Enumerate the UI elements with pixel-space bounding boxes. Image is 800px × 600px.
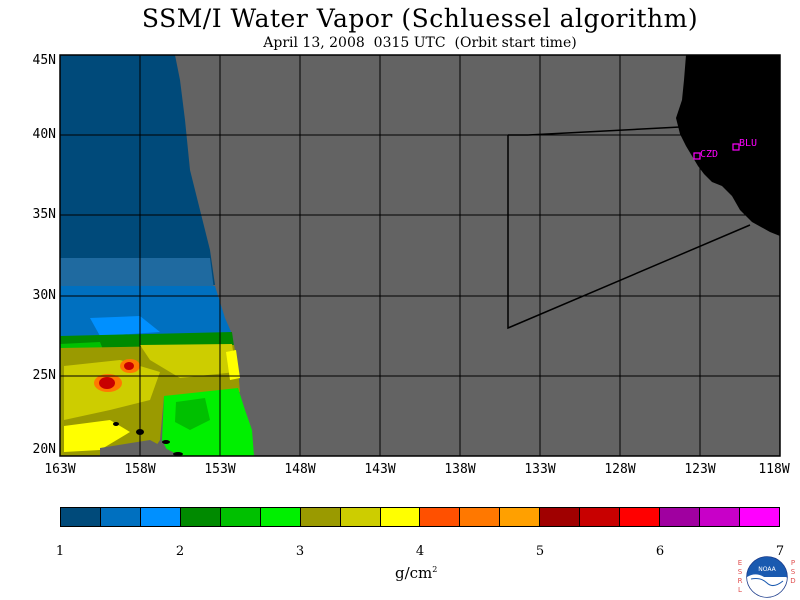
lon-label-128w: 128W xyxy=(604,462,636,477)
colorbar-swatch-13 xyxy=(580,508,621,526)
colorbar-swatch-0 xyxy=(61,508,101,526)
colorbar-swatch-7 xyxy=(340,508,381,526)
lon-label-143w: 143W xyxy=(364,462,396,477)
colorbar-swatch-12 xyxy=(540,508,581,526)
psd-letters: PSD xyxy=(790,559,798,586)
colorbar-tick-1: 1 xyxy=(55,544,65,559)
colorbar-tick-5: 5 xyxy=(535,544,545,559)
lon-label-138w: 138W xyxy=(444,462,476,477)
map-title: SSM/I Water Vapor (Schluessel algorithm) xyxy=(141,4,699,33)
station-blu-label: BLU xyxy=(739,138,757,149)
lat-label-35n: 35N xyxy=(32,207,56,222)
grid-lines xyxy=(60,55,780,456)
lat-label-25n: 25N xyxy=(32,368,56,383)
west-coast-land xyxy=(676,55,780,236)
lat-label-45n: 45N xyxy=(32,53,56,68)
esrl-letters: ESRL xyxy=(737,559,745,595)
lon-label-163w: 163W xyxy=(44,462,76,477)
colorbar-swatch-15 xyxy=(660,508,700,526)
esrl-text: ESRL xyxy=(737,559,743,594)
colorbar-swatch-8 xyxy=(380,508,421,526)
colorbar-swatch-10 xyxy=(460,508,501,526)
lat-label-40n: 40N xyxy=(32,127,56,142)
psd-text: PSD xyxy=(790,559,796,585)
colorbar-tick-4: 4 xyxy=(415,544,425,559)
station-czd: CZD xyxy=(693,149,718,160)
colorbar-swatch-17 xyxy=(739,508,779,526)
color-scale-bar xyxy=(60,507,780,527)
units-label: g/cm2 xyxy=(395,564,438,582)
colorbar-swatch-3 xyxy=(180,508,221,526)
lat-label-20n: 20N xyxy=(32,442,56,457)
colorbar-swatch-14 xyxy=(620,508,661,526)
svg-text:NOAA: NOAA xyxy=(758,566,776,573)
lat-label-30n: 30N xyxy=(32,288,56,303)
colorbar-swatch-6 xyxy=(300,508,341,526)
colorbar-swatch-4 xyxy=(220,508,261,526)
vapor-swath xyxy=(60,55,254,456)
colorbar-tick-3: 3 xyxy=(295,544,305,559)
station-czd-label: CZD xyxy=(700,149,718,160)
colorbar-swatch-11 xyxy=(500,508,541,526)
colorbar-swatch-5 xyxy=(260,508,301,526)
colorbar-swatch-9 xyxy=(420,508,461,526)
station-blu: BLU xyxy=(732,138,757,151)
lon-label-148w: 148W xyxy=(284,462,316,477)
colorbar-tick-7: 7 xyxy=(775,544,785,559)
noaa-logo: NOAA xyxy=(746,556,788,598)
domain-outline xyxy=(527,126,681,136)
lon-label-158w: 158W xyxy=(124,462,156,477)
colorbar-tick-6: 6 xyxy=(655,544,665,559)
colorbar-tick-2: 2 xyxy=(175,544,185,559)
colorbar-swatch-2 xyxy=(140,508,181,526)
colorbar-swatch-1 xyxy=(100,508,141,526)
map-subtitle: April 13, 2008 0315 UTC (Orbit start tim… xyxy=(263,35,577,51)
lon-label-153w: 153W xyxy=(204,462,236,477)
lon-label-133w: 133W xyxy=(524,462,556,477)
lon-label-118w: 118W xyxy=(758,462,790,477)
lon-label-123w: 123W xyxy=(684,462,716,477)
colorbar-swatch-16 xyxy=(700,508,740,526)
